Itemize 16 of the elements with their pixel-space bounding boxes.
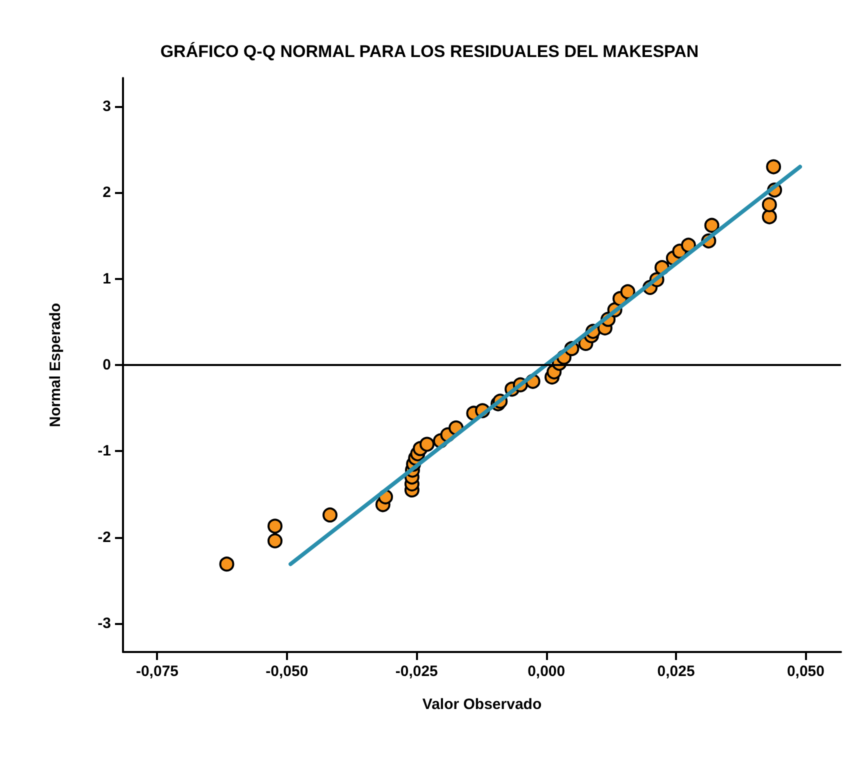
x-axis-title: Valor Observado — [422, 696, 542, 713]
y-tick-label: 3 — [102, 98, 111, 115]
chart-title: GRÁFICO Q-Q NORMAL PARA LOS RESIDUALES DEL MAKESPAN — [160, 41, 699, 61]
y-tick-label: 0 — [102, 356, 111, 374]
y-tick-label: -3 — [98, 615, 111, 632]
x-tick-label: 0,025 — [657, 663, 695, 680]
x-tick-label: -0,050 — [266, 663, 308, 680]
x-tick-label: 0,000 — [528, 663, 566, 680]
x-tick-label: -0,025 — [395, 663, 438, 680]
x-tick-label: 0,050 — [786, 663, 824, 680]
y-tick-label: -2 — [98, 528, 111, 546]
y-axis-title: Normal Esperado — [47, 302, 64, 428]
y-tick-label: -1 — [98, 442, 111, 460]
y-tick-label: 1 — [102, 270, 111, 288]
y-tick-label: 2 — [102, 184, 111, 202]
x-tick-label: -0,075 — [136, 663, 179, 680]
